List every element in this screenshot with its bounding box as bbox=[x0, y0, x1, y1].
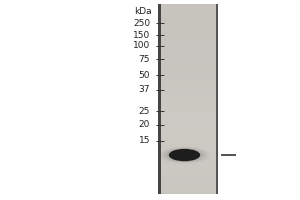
Text: 20: 20 bbox=[139, 120, 150, 129]
Bar bbox=[160, 36, 216, 39]
Bar bbox=[160, 131, 216, 134]
Text: 250: 250 bbox=[133, 19, 150, 27]
Bar bbox=[160, 102, 216, 105]
Bar bbox=[160, 86, 216, 90]
Text: 15: 15 bbox=[139, 136, 150, 145]
Bar bbox=[160, 169, 216, 172]
Text: kDa: kDa bbox=[134, 7, 152, 16]
Bar bbox=[160, 39, 216, 42]
Bar bbox=[160, 29, 216, 32]
Bar bbox=[160, 99, 216, 102]
Text: 150: 150 bbox=[133, 31, 150, 40]
Bar bbox=[160, 64, 216, 67]
Bar bbox=[158, 4, 160, 194]
Bar bbox=[160, 17, 216, 20]
Bar bbox=[160, 23, 216, 26]
Bar bbox=[216, 4, 218, 194]
Text: 50: 50 bbox=[139, 71, 150, 80]
Bar bbox=[160, 90, 216, 93]
Bar bbox=[160, 178, 216, 181]
Bar bbox=[160, 96, 216, 99]
Ellipse shape bbox=[166, 148, 203, 162]
Ellipse shape bbox=[163, 148, 206, 162]
Bar bbox=[160, 115, 216, 118]
Bar bbox=[160, 45, 216, 48]
Bar bbox=[160, 51, 216, 55]
Bar bbox=[160, 143, 216, 146]
Bar bbox=[160, 14, 216, 17]
Bar bbox=[160, 7, 216, 10]
Bar bbox=[160, 61, 216, 64]
Bar bbox=[160, 128, 216, 131]
Bar bbox=[160, 67, 216, 71]
Bar bbox=[160, 134, 216, 137]
Bar bbox=[160, 153, 216, 156]
Bar bbox=[160, 159, 216, 162]
Bar bbox=[160, 156, 216, 159]
Bar bbox=[160, 181, 216, 184]
Bar bbox=[160, 112, 216, 115]
Bar bbox=[160, 124, 216, 128]
Bar bbox=[160, 108, 216, 112]
Bar bbox=[160, 58, 216, 61]
Bar bbox=[160, 166, 216, 169]
Bar bbox=[160, 172, 216, 175]
Bar bbox=[160, 26, 216, 29]
Bar bbox=[160, 121, 216, 124]
Bar bbox=[160, 162, 216, 166]
Bar bbox=[160, 184, 216, 188]
Bar bbox=[160, 80, 216, 83]
Bar bbox=[160, 188, 216, 191]
Bar bbox=[160, 150, 216, 153]
Bar bbox=[160, 74, 216, 77]
Text: 100: 100 bbox=[133, 41, 150, 50]
Bar bbox=[160, 191, 216, 194]
Bar bbox=[160, 175, 216, 178]
Bar bbox=[160, 55, 216, 58]
Bar bbox=[160, 83, 216, 86]
Bar bbox=[160, 48, 216, 51]
Bar bbox=[160, 32, 216, 36]
Bar bbox=[160, 118, 216, 121]
Bar bbox=[160, 42, 216, 45]
Bar bbox=[160, 146, 216, 150]
Bar bbox=[160, 140, 216, 143]
Ellipse shape bbox=[161, 147, 208, 163]
Bar bbox=[160, 71, 216, 74]
Bar bbox=[160, 137, 216, 140]
Bar bbox=[160, 4, 216, 194]
Bar bbox=[160, 10, 216, 14]
Bar bbox=[160, 4, 216, 7]
Bar bbox=[160, 77, 216, 80]
Bar bbox=[160, 105, 216, 108]
Ellipse shape bbox=[169, 149, 200, 161]
Text: 25: 25 bbox=[139, 107, 150, 116]
Bar bbox=[160, 20, 216, 23]
Text: 37: 37 bbox=[139, 85, 150, 94]
Bar bbox=[160, 93, 216, 96]
Text: 75: 75 bbox=[139, 55, 150, 64]
